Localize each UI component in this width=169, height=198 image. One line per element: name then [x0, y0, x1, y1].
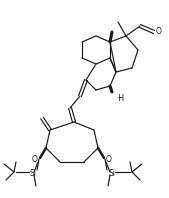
Text: O: O [32, 155, 38, 165]
Text: O: O [156, 27, 162, 35]
Text: O: O [106, 155, 112, 165]
Text: Si: Si [30, 168, 37, 177]
Text: Si: Si [108, 168, 115, 177]
Text: ·H: ·H [116, 93, 124, 103]
